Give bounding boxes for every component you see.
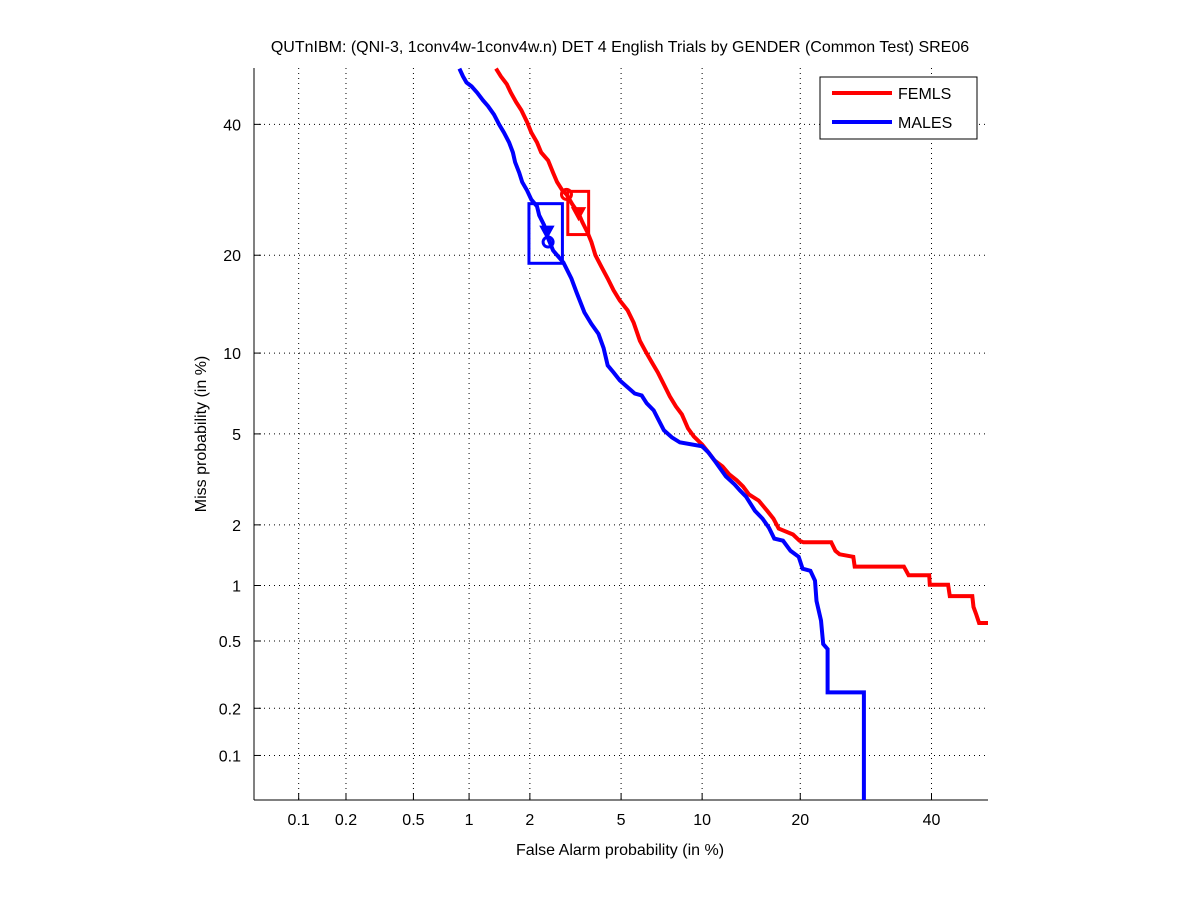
- x-tick-label: 40: [923, 812, 941, 829]
- y-tick-label: 10: [223, 346, 241, 363]
- legend-box: [819, 76, 978, 140]
- x-tick-label: 0.1: [288, 812, 310, 829]
- y-tick-label: 5: [232, 427, 241, 444]
- chart-title: QUTnIBM: (QNI-3, 1conv4w-1conv4w.n) DET …: [271, 39, 969, 56]
- y-tick-label: 1: [232, 579, 241, 596]
- x-tick-label: 10: [693, 812, 711, 829]
- x-tick-label: 0.5: [402, 812, 424, 829]
- y-tick-label: 2: [232, 518, 241, 535]
- x-tick-label: 20: [791, 812, 809, 829]
- min-dcf-marker-males: [539, 225, 555, 240]
- legend-label-males: MALES: [898, 115, 952, 132]
- min-dcf-marker-femls: [570, 207, 587, 222]
- series-line-femls: [494, 67, 988, 625]
- y-ticks: 0.1 0.2 0.5 1 2 5 10 20 40: [219, 117, 261, 765]
- x-tick-label: 0.2: [335, 812, 357, 829]
- y-tick-label: 40: [223, 117, 241, 134]
- x-tick-label: 2: [525, 812, 534, 829]
- y-tick-label: 20: [223, 248, 241, 265]
- series-line-males: [457, 67, 866, 800]
- x-tick-label: 1: [465, 812, 474, 829]
- y-tick-label: 0.5: [219, 634, 241, 651]
- act-point-marker-femls: [559, 187, 573, 201]
- y-tick-label: 0.1: [219, 748, 241, 765]
- series-layer: [457, 67, 988, 800]
- y-axis-label: Miss probability (in %): [193, 356, 210, 512]
- x-tick-label: 5: [617, 812, 626, 829]
- grid-lines: [254, 68, 988, 800]
- confidence-box-femls: [566, 189, 591, 237]
- y-tick-label: 0.2: [219, 701, 241, 718]
- x-axis-label: False Alarm probability (in %): [516, 842, 724, 859]
- x-ticks: 0.1 0.2 0.5 1 2 5 10 20 40: [288, 793, 941, 829]
- legend-label-femls: FEMLS: [898, 86, 951, 103]
- legend: FEMLS MALES: [819, 76, 978, 140]
- confidence-box-males: [527, 202, 564, 265]
